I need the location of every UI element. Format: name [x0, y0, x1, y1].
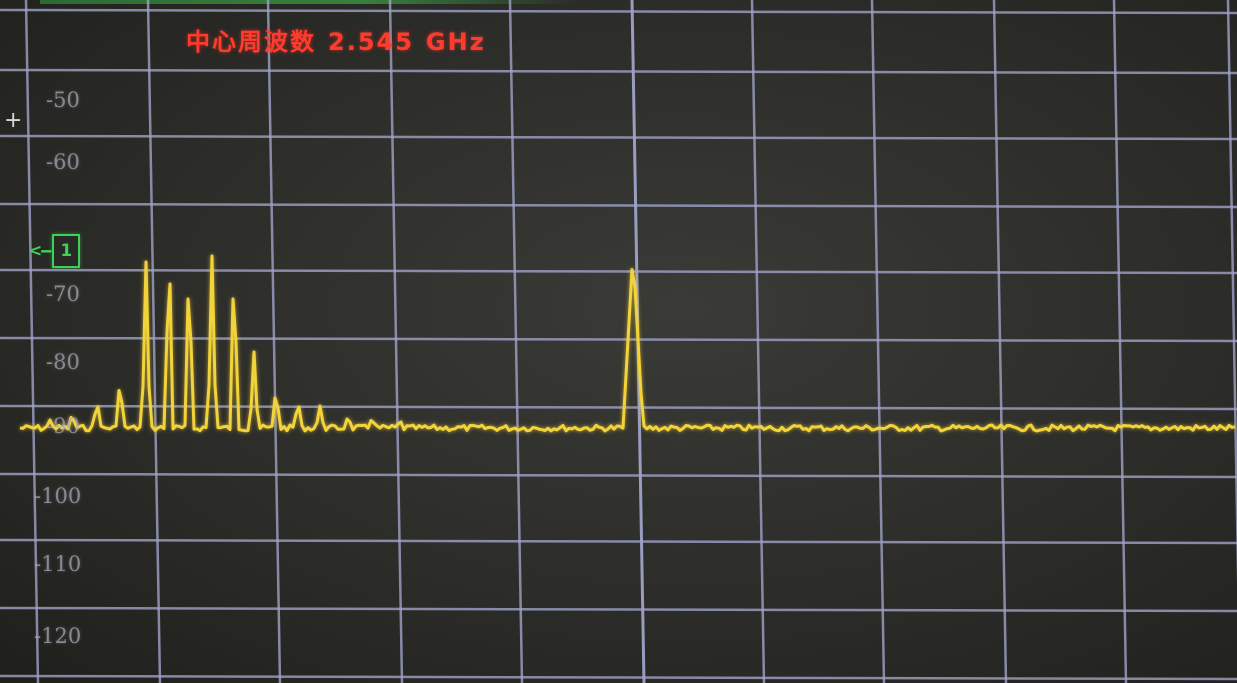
top-status-strip — [40, 0, 580, 4]
marker-number-badge: 1 — [52, 234, 81, 268]
grid-vertical-line — [508, 0, 524, 683]
y-label-minus100: -100 — [34, 484, 82, 508]
y-label-minus50: -50 — [46, 88, 80, 112]
center-frequency-unit: GHz — [425, 28, 486, 56]
grid-horizontal-line — [0, 538, 1237, 545]
grid-vertical-line — [146, 0, 162, 683]
grid-horizontal-line — [0, 268, 1237, 275]
spectrum-trace — [19, 254, 1236, 433]
grid-horizontal-line — [0, 202, 1237, 209]
grid-vertical-line — [24, 0, 40, 683]
grid-horizontal-line — [0, 674, 1237, 681]
grid-horizontal-line — [0, 68, 1237, 75]
reference-level-marker: <-- 1 — [28, 234, 81, 268]
y-label-minus110: -110 — [34, 552, 82, 576]
grid-horizontal-line — [0, 606, 1237, 613]
grid-vertical-line — [388, 0, 404, 683]
grid-horizontal-line — [0, 336, 1237, 343]
y-label-minus90: -90 — [46, 414, 80, 438]
y-label-minus80: -80 — [46, 350, 80, 374]
grid-horizontal-line — [0, 8, 1237, 15]
grid-vertical-line — [266, 0, 282, 683]
center-frequency-label: 中心周波数 — [186, 28, 316, 56]
y-label-minus60: -60 — [46, 150, 80, 174]
center-frequency-readout: 中心周波数 2.545 GHz — [186, 22, 498, 57]
y-label-minus120: -120 — [34, 624, 82, 648]
grid-horizontal-line — [0, 134, 1237, 141]
grid-vertical-line — [870, 0, 886, 683]
marker-arrow-icon: <-- — [28, 241, 52, 261]
center-frequency-value: 2.545 — [328, 28, 414, 56]
grid-vertical-line — [750, 0, 766, 683]
grid-horizontal-line — [0, 472, 1237, 479]
y-label-minus70: -70 — [46, 282, 80, 306]
left-edge-glyph: + — [4, 108, 23, 133]
